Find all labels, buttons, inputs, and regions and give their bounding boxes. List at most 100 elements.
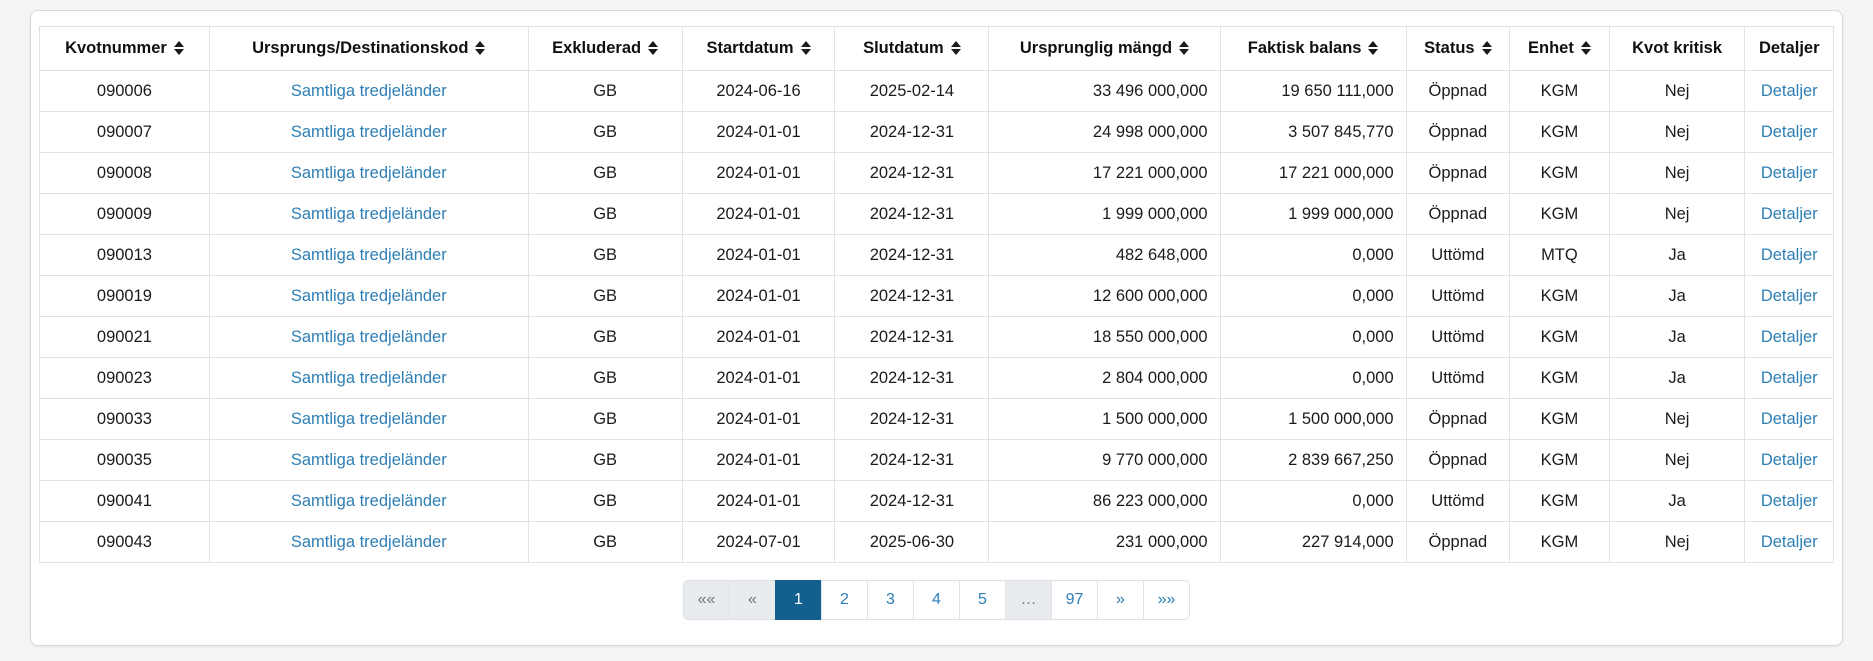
cell-balans: 0,000	[1219, 275, 1407, 317]
table-row: 090008 Samtliga tredjeländer GB 2024-01-01 2…	[39, 152, 1834, 194]
page-1-button[interactable]: 1	[775, 580, 822, 620]
cell-mangd: 24 998 000,000	[988, 111, 1221, 153]
table-row: 090021 Samtliga tredjeländer GB 2024-01-01 2…	[39, 316, 1834, 358]
origin-code-link[interactable]: Samtliga tredjeländer	[290, 532, 447, 551]
column-header-enhet[interactable]: Enhet	[1509, 26, 1610, 71]
cell-detaljer: Detaljer	[1744, 316, 1834, 358]
next-page-button[interactable]: »	[1097, 580, 1144, 620]
ellipsis-button: …	[1005, 580, 1052, 620]
origin-code-link[interactable]: Samtliga tredjeländer	[290, 368, 447, 387]
cell-balans: 0,000	[1219, 480, 1407, 522]
cell-kritisk: Ja	[1608, 234, 1746, 276]
sort-icon	[648, 40, 659, 55]
cell-kvotnummer: 090043	[39, 521, 210, 563]
cell-kritisk: Nej	[1608, 70, 1746, 112]
cell-status: Öppnad	[1405, 439, 1511, 481]
cell-mangd: 33 496 000,000	[988, 70, 1221, 112]
page-2-button[interactable]: 2	[821, 580, 868, 620]
origin-code-link[interactable]: Samtliga tredjeländer	[290, 450, 447, 469]
previous-page-button: «	[729, 580, 776, 620]
column-header-kvotnummer[interactable]: Kvotnummer	[39, 26, 210, 71]
cell-startdatum: 2024-01-01	[681, 398, 836, 440]
cell-slutdatum: 2024-12-31	[834, 480, 990, 522]
pagination-item: 1	[775, 580, 822, 620]
sort-icon	[800, 40, 811, 55]
cell-detaljer: Detaljer	[1744, 480, 1834, 522]
cell-startdatum: 2024-01-01	[681, 152, 836, 194]
cell-slutdatum: 2024-12-31	[834, 275, 990, 317]
cell-kvotnummer: 090007	[39, 111, 210, 153]
cell-kritisk: Ja	[1608, 275, 1746, 317]
page-3-button[interactable]: 3	[867, 580, 914, 620]
origin-code-link[interactable]: Samtliga tredjeländer	[290, 327, 447, 346]
cell-startdatum: 2024-01-01	[681, 193, 836, 235]
cell-kod: Samtliga tredjeländer	[208, 316, 529, 358]
details-link[interactable]: Detaljer	[1760, 532, 1818, 551]
cell-kritisk: Ja	[1608, 357, 1746, 399]
cell-slutdatum: 2024-12-31	[834, 193, 990, 235]
cell-detaljer: Detaljer	[1744, 521, 1834, 563]
details-link[interactable]: Detaljer	[1760, 409, 1818, 428]
origin-code-link[interactable]: Samtliga tredjeländer	[290, 286, 447, 305]
origin-code-link[interactable]: Samtliga tredjeländer	[290, 81, 447, 100]
details-link[interactable]: Detaljer	[1760, 491, 1818, 510]
origin-code-link[interactable]: Samtliga tredjeländer	[290, 204, 447, 223]
cell-slutdatum: 2024-12-31	[834, 152, 990, 194]
sort-icon	[475, 40, 486, 55]
last-page-button[interactable]: »»	[1143, 580, 1190, 620]
details-link[interactable]: Detaljer	[1760, 163, 1818, 182]
table-row: 090007 Samtliga tredjeländer GB 2024-01-01 2…	[39, 111, 1834, 153]
cell-kritisk: Nej	[1608, 398, 1746, 440]
page-5-button[interactable]: 5	[959, 580, 1006, 620]
cell-exkluderad: GB	[527, 521, 683, 563]
origin-code-link[interactable]: Samtliga tredjeländer	[290, 163, 447, 182]
cell-kvotnummer: 090023	[39, 357, 210, 399]
cell-startdatum: 2024-01-01	[681, 357, 836, 399]
column-header-startdatum[interactable]: Startdatum	[681, 26, 836, 71]
cell-balans: 0,000	[1219, 234, 1407, 276]
column-header-status[interactable]: Status	[1405, 26, 1511, 71]
details-link[interactable]: Detaljer	[1760, 204, 1818, 223]
cell-mangd: 9 770 000,000	[988, 439, 1221, 481]
origin-code-link[interactable]: Samtliga tredjeländer	[290, 122, 447, 141]
details-link[interactable]: Detaljer	[1760, 327, 1818, 346]
column-header-exkluderad[interactable]: Exkluderad	[527, 26, 683, 71]
sort-icon	[1481, 40, 1492, 55]
details-link[interactable]: Detaljer	[1760, 368, 1818, 387]
details-link[interactable]: Detaljer	[1760, 122, 1818, 141]
cell-kvotnummer: 090008	[39, 152, 210, 194]
cell-kod: Samtliga tredjeländer	[208, 152, 529, 194]
details-link[interactable]: Detaljer	[1760, 286, 1818, 305]
cell-kvotnummer: 090019	[39, 275, 210, 317]
cell-kvotnummer: 090035	[39, 439, 210, 481]
column-header-slutdatum[interactable]: Slutdatum	[834, 26, 990, 71]
column-header-mangd[interactable]: Ursprunglig mängd	[988, 26, 1221, 71]
origin-code-link[interactable]: Samtliga tredjeländer	[290, 409, 447, 428]
page-4-button[interactable]: 4	[913, 580, 960, 620]
page-97-button[interactable]: 97	[1051, 580, 1098, 620]
cell-startdatum: 2024-06-16	[681, 70, 836, 112]
details-link[interactable]: Detaljer	[1760, 245, 1818, 264]
cell-exkluderad: GB	[527, 152, 683, 194]
cell-mangd: 17 221 000,000	[988, 152, 1221, 194]
column-header-detaljer: Detaljer	[1744, 26, 1834, 71]
cell-mangd: 12 600 000,000	[988, 275, 1221, 317]
origin-code-link[interactable]: Samtliga tredjeländer	[290, 245, 447, 264]
table-row: 090019 Samtliga tredjeländer GB 2024-01-01 2…	[39, 275, 1834, 317]
sort-icon	[1179, 40, 1190, 55]
column-label: Kvot kritisk	[1632, 39, 1723, 57]
details-link[interactable]: Detaljer	[1760, 450, 1818, 469]
cell-detaljer: Detaljer	[1744, 439, 1834, 481]
column-header-balans[interactable]: Faktisk balans	[1219, 26, 1407, 71]
cell-exkluderad: GB	[527, 357, 683, 399]
cell-exkluderad: GB	[527, 275, 683, 317]
table-header-row: Kvotnummer Ursprungs/Destinationskod Exklu…	[39, 26, 1834, 71]
cell-kod: Samtliga tredjeländer	[208, 398, 529, 440]
cell-mangd: 482 648,000	[988, 234, 1221, 276]
origin-code-link[interactable]: Samtliga tredjeländer	[290, 491, 447, 510]
column-header-kod[interactable]: Ursprungs/Destinationskod	[208, 26, 529, 71]
cell-balans: 2 839 667,250	[1219, 439, 1407, 481]
cell-status: Uttömd	[1405, 234, 1511, 276]
cell-kvotnummer: 090033	[39, 398, 210, 440]
details-link[interactable]: Detaljer	[1760, 81, 1818, 100]
